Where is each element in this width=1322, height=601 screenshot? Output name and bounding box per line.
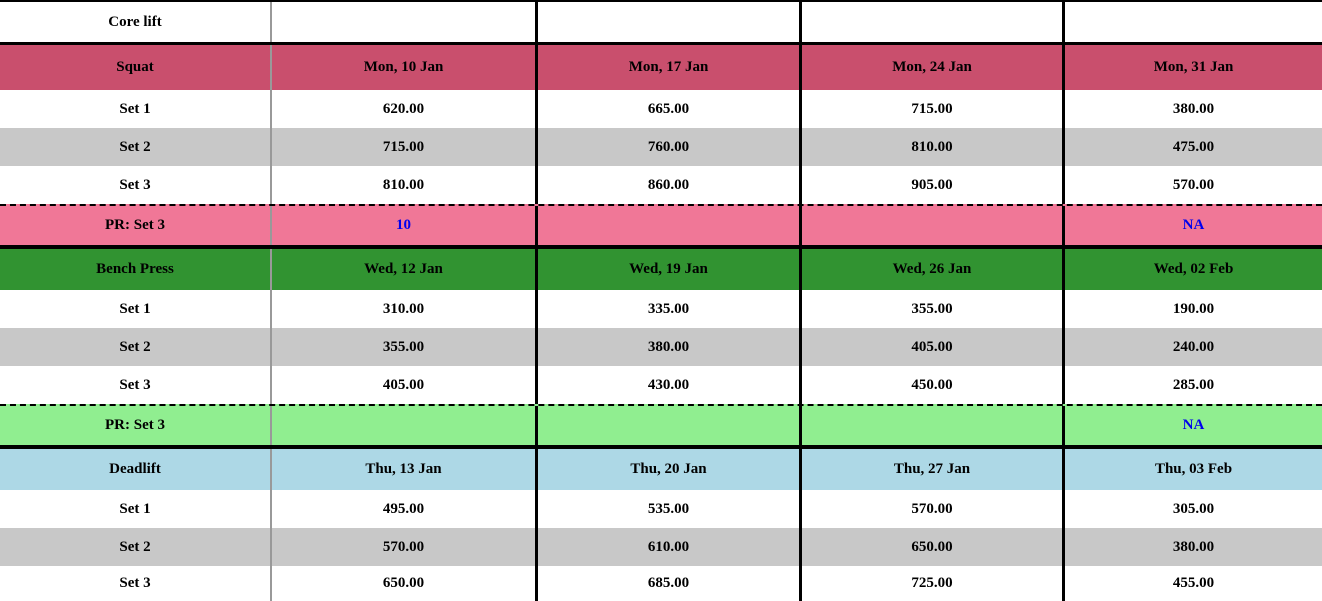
- title-cell-2[interactable]: [535, 2, 799, 42]
- set-value[interactable]: 355.00: [382, 338, 425, 355]
- set-value[interactable]: 665.00: [535, 90, 799, 128]
- set-label[interactable]: Set 2: [0, 128, 272, 166]
- set-value[interactable]: 860.00: [535, 166, 799, 204]
- set-value[interactable]: 380.00: [535, 328, 799, 366]
- set-label[interactable]: Set 2: [0, 328, 272, 366]
- set-value[interactable]: 535.00: [535, 490, 799, 528]
- lift-name[interactable]: Bench Press: [0, 249, 272, 290]
- set-value[interactable]: 715.00: [799, 90, 1062, 128]
- set-label[interactable]: Set 3: [0, 366, 272, 404]
- set-value[interactable]: 285.00: [1062, 366, 1322, 404]
- title-row: Core lift: [0, 0, 1322, 45]
- set-value[interactable]: 620.00: [382, 100, 425, 117]
- date-cell[interactable]: Mon, 17 Jan: [535, 45, 799, 90]
- set-value[interactable]: 455.00: [1062, 566, 1322, 601]
- date-cell[interactable]: Thu, 20 Jan: [535, 449, 799, 490]
- set-value[interactable]: 190.00: [1062, 290, 1322, 328]
- set-value[interactable]: 610.00: [535, 528, 799, 566]
- date-cell[interactable]: Thu, 27 Jan: [799, 449, 1062, 490]
- set-label[interactable]: Set 1: [0, 90, 272, 128]
- set-value[interactable]: 380.00: [1062, 90, 1322, 128]
- set-label[interactable]: Set 1: [0, 490, 272, 528]
- set-value[interactable]: 475.00: [1062, 128, 1322, 166]
- set-label[interactable]: Set 3: [0, 566, 272, 601]
- set-value[interactable]: 405.00: [382, 376, 425, 393]
- set-value[interactable]: 310.00: [382, 300, 425, 317]
- pr-value[interactable]: NA: [1062, 406, 1322, 445]
- set-value[interactable]: 810.00: [799, 128, 1062, 166]
- set-label[interactable]: Set 3: [0, 166, 272, 204]
- set-value[interactable]: 905.00: [799, 166, 1062, 204]
- set-label[interactable]: Set 1: [0, 290, 272, 328]
- table-row: Set 1 310.00 335.00 355.00 190.00: [0, 290, 1322, 328]
- set-value[interactable]: 450.00: [799, 366, 1062, 404]
- date-cell[interactable]: Thu, 13 Jan: [365, 461, 442, 477]
- set-value[interactable]: 760.00: [535, 128, 799, 166]
- set-value[interactable]: 715.00: [382, 138, 425, 155]
- lift-name[interactable]: Deadlift: [0, 449, 272, 490]
- title-cell-3[interactable]: [799, 2, 1062, 42]
- date-cell[interactable]: Mon, 10 Jan: [363, 59, 444, 75]
- pr-label[interactable]: PR: Set 3: [0, 206, 272, 245]
- pr-value[interactable]: [535, 206, 799, 245]
- set-value[interactable]: 495.00: [382, 500, 425, 517]
- pr-value[interactable]: [272, 406, 535, 445]
- set-label[interactable]: Set 2: [0, 528, 272, 566]
- pr-value[interactable]: NA: [1062, 206, 1322, 245]
- table-row: Set 2 355.00 380.00 405.00 240.00: [0, 328, 1322, 366]
- set-value[interactable]: 650.00: [799, 528, 1062, 566]
- set-value[interactable]: 305.00: [1062, 490, 1322, 528]
- title-cell-1[interactable]: [272, 2, 535, 42]
- table-row: Set 1 620.00 665.00 715.00 380.00: [0, 90, 1322, 128]
- deadlift-header-row: Deadlift Thu, 13 Jan Thu, 20 Jan Thu, 27…: [0, 449, 1322, 490]
- pr-value[interactable]: 10: [396, 217, 411, 233]
- set-value[interactable]: 380.00: [1062, 528, 1322, 566]
- set-value[interactable]: 810.00: [382, 176, 425, 193]
- date-cell[interactable]: Thu, 03 Feb: [1062, 449, 1322, 490]
- set-value[interactable]: 650.00: [382, 575, 425, 591]
- set-value[interactable]: 570.00: [382, 538, 425, 555]
- bench-pr-row: PR: Set 3 NA: [0, 404, 1322, 449]
- set-value[interactable]: 240.00: [1062, 328, 1322, 366]
- pr-value[interactable]: [799, 206, 1062, 245]
- date-cell[interactable]: Wed, 26 Jan: [799, 249, 1062, 290]
- lift-name[interactable]: Squat: [0, 45, 272, 90]
- set-value[interactable]: 570.00: [799, 490, 1062, 528]
- squat-pr-row: PR: Set 3 10 NA: [0, 204, 1322, 249]
- squat-header-row: Squat Mon, 10 Jan Mon, 17 Jan Mon, 24 Ja…: [0, 45, 1322, 90]
- pr-value[interactable]: [799, 406, 1062, 445]
- table-row: Set 3 405.00 430.00 450.00 285.00: [0, 366, 1322, 404]
- table-row: Set 2 715.00 760.00 810.00 475.00: [0, 128, 1322, 166]
- set-value[interactable]: 355.00: [799, 290, 1062, 328]
- date-cell[interactable]: Wed, 12 Jan: [364, 261, 443, 277]
- bench-header-row: Bench Press Wed, 12 Jan Wed, 19 Jan Wed,…: [0, 249, 1322, 290]
- set-value[interactable]: 570.00: [1062, 166, 1322, 204]
- table-row: Set 2 570.00 610.00 650.00 380.00: [0, 528, 1322, 566]
- table-row: Set 3 650.00 685.00 725.00 455.00: [0, 566, 1322, 601]
- title-cell-4[interactable]: [1062, 2, 1322, 42]
- set-value[interactable]: 335.00: [535, 290, 799, 328]
- table-row: Set 1 495.00 535.00 570.00 305.00: [0, 490, 1322, 528]
- date-cell[interactable]: Wed, 19 Jan: [535, 249, 799, 290]
- table-row: Set 3 810.00 860.00 905.00 570.00: [0, 166, 1322, 204]
- set-value[interactable]: 430.00: [535, 366, 799, 404]
- date-cell[interactable]: Mon, 31 Jan: [1062, 45, 1322, 90]
- set-value[interactable]: 405.00: [799, 328, 1062, 366]
- set-value[interactable]: 685.00: [535, 566, 799, 601]
- pr-value[interactable]: [535, 406, 799, 445]
- set-value[interactable]: 725.00: [799, 566, 1062, 601]
- core-lift-label[interactable]: Core lift: [0, 2, 272, 42]
- date-cell[interactable]: Wed, 02 Feb: [1062, 249, 1322, 290]
- date-cell[interactable]: Mon, 24 Jan: [799, 45, 1062, 90]
- pr-label[interactable]: PR: Set 3: [0, 406, 272, 445]
